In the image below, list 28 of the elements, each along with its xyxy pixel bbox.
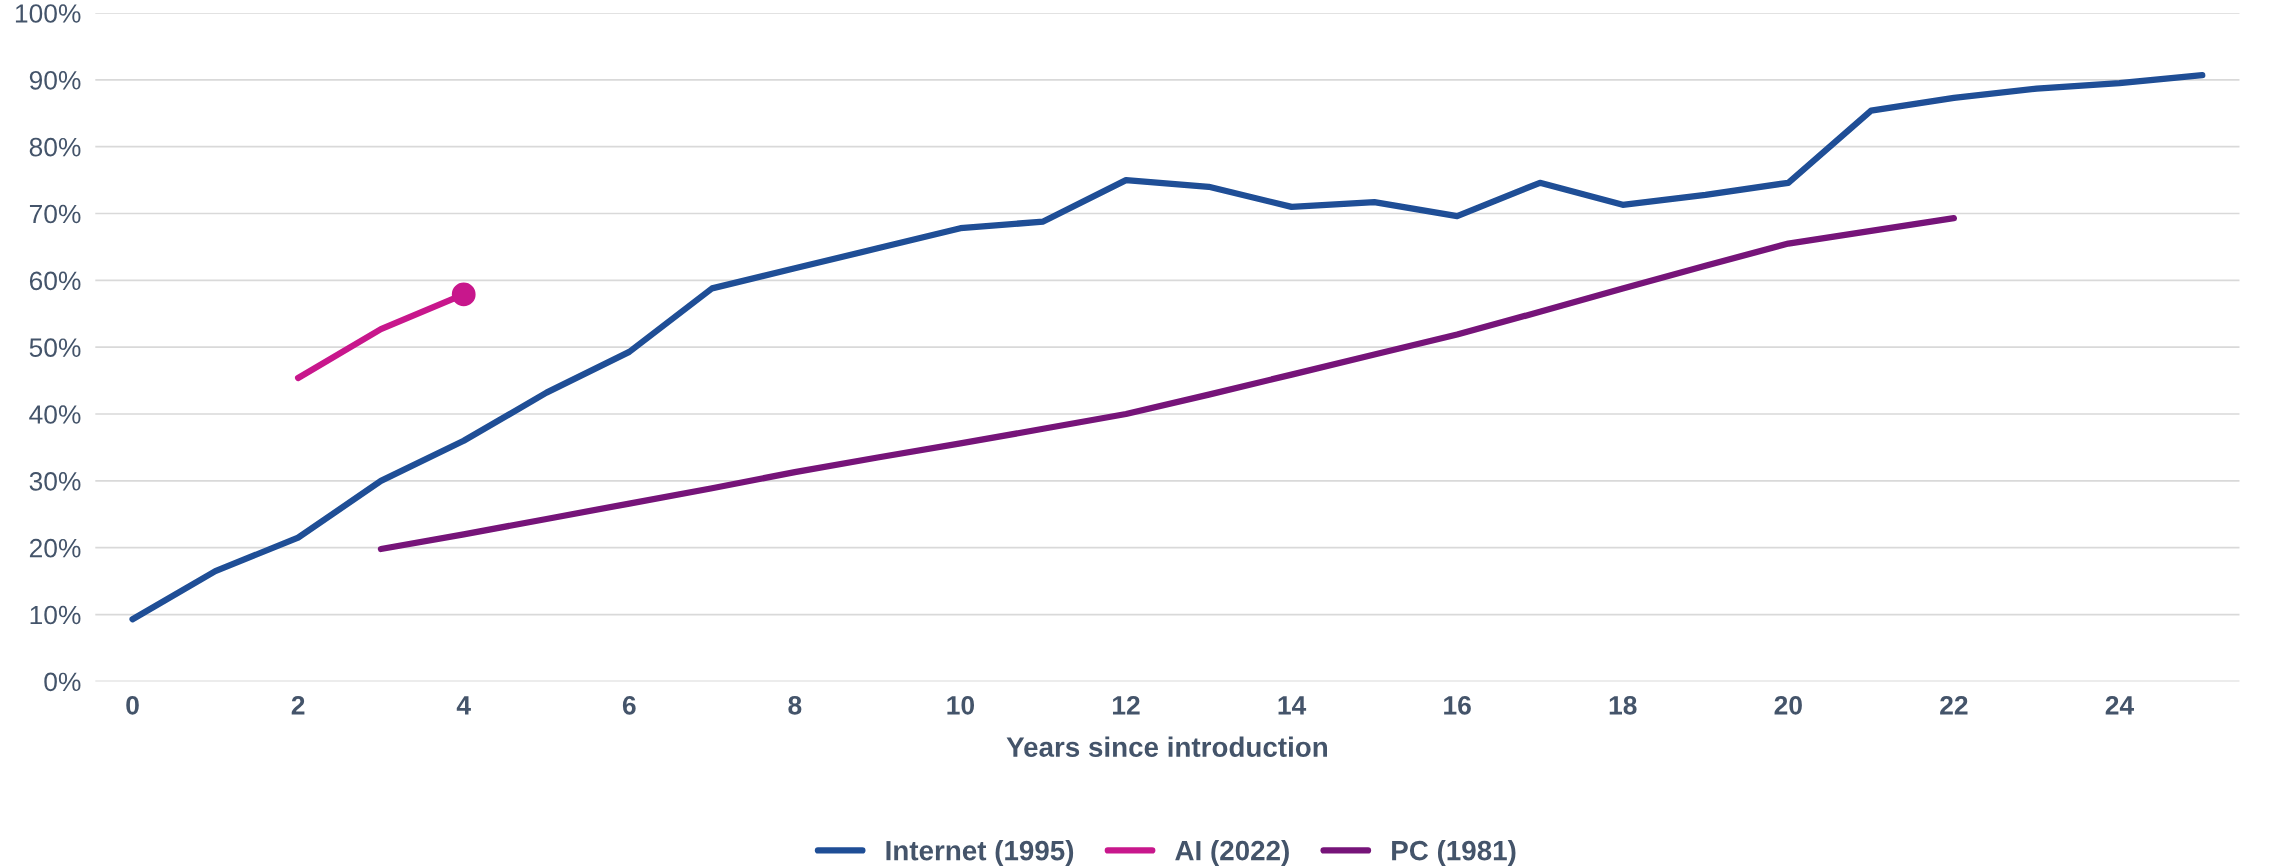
- x-tick-label: 12: [1112, 695, 1140, 715]
- x-tick-label: 2: [291, 695, 305, 715]
- y-tick-label: 10%: [30, 605, 81, 625]
- y-tick-label: 80%: [29, 137, 81, 157]
- y-tick-label: 0%: [44, 672, 81, 692]
- y-tick-label: 50%: [29, 338, 81, 358]
- x-axis-title: Years since introduction: [1006, 736, 1327, 757]
- x-tick-label: 20: [1774, 695, 1802, 715]
- x-tick-label: 18: [1609, 695, 1637, 715]
- y-tick-label: 30%: [29, 472, 81, 491]
- x-tick-label: 0: [126, 695, 139, 715]
- x-tick-label: 10: [947, 695, 975, 715]
- y-tick-label: 40%: [29, 405, 81, 424]
- y-tick-label: 90%: [29, 70, 81, 90]
- x-tick-label: 14: [1278, 696, 1307, 715]
- x-tick-label: 8: [788, 695, 802, 715]
- legend-label: Internet (1995): [886, 840, 1074, 866]
- x-tick-label: 6: [622, 695, 636, 715]
- y-tick-label: 60%: [29, 271, 81, 291]
- y-tick-label: 100%: [15, 4, 81, 23]
- legend-label: AI (2022): [1175, 840, 1289, 866]
- x-tick-label: 22: [1940, 695, 1968, 715]
- x-tick-label: 4: [456, 696, 471, 715]
- x-tick-label: 24: [2105, 695, 2134, 715]
- legend-label: PC (1981): [1392, 840, 1516, 866]
- y-tick-label: 70%: [29, 204, 81, 224]
- x-tick-label: 16: [1444, 695, 1471, 715]
- y-tick-label: 20%: [29, 538, 81, 558]
